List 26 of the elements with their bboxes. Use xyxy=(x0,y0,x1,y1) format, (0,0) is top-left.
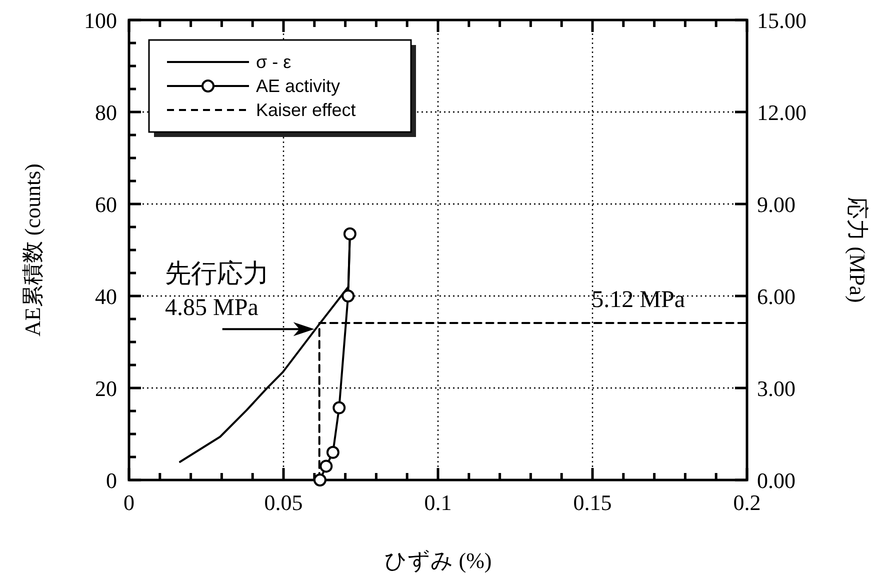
y-tick-label: 100 xyxy=(84,8,117,33)
y2-tick-label: 15.00 xyxy=(757,8,806,33)
annotation: 5.12 MPa xyxy=(592,287,686,314)
y-tick-label: 40 xyxy=(95,284,117,309)
x-tick-label: 0.2 xyxy=(733,490,761,515)
legend-label: AE activity xyxy=(256,76,340,96)
legend-label: Kaiser effect xyxy=(256,100,356,120)
y2-axis-title: 応力 (MPa) xyxy=(845,197,870,303)
y-tick-label: 0 xyxy=(106,468,117,493)
annotation: 4.85 MPa xyxy=(165,295,259,322)
y-tick-label: 60 xyxy=(95,192,117,217)
annotation: 先行応力 xyxy=(165,259,269,288)
x-tick-label: 0 xyxy=(124,490,134,515)
y2-tick-label: 6.00 xyxy=(757,284,796,309)
x-tick-label: 0.1 xyxy=(424,490,452,515)
y2-tick-label: 9.00 xyxy=(757,192,796,217)
y-tick-label: 20 xyxy=(95,376,117,401)
legend-label: σ - ε xyxy=(256,52,292,72)
x-tick-label: 0.15 xyxy=(573,490,612,515)
y2-tick-label: 12.00 xyxy=(757,100,806,125)
y-tick-label: 80 xyxy=(95,100,117,125)
x-tick-label: 0.05 xyxy=(264,490,303,515)
y2-tick-label: 0.00 xyxy=(757,468,796,493)
y2-tick-label: 3.00 xyxy=(757,376,796,401)
y-axis-title: AE累積数 (counts) xyxy=(20,164,45,336)
x-axis-title: ひずみ (%) xyxy=(384,548,492,573)
